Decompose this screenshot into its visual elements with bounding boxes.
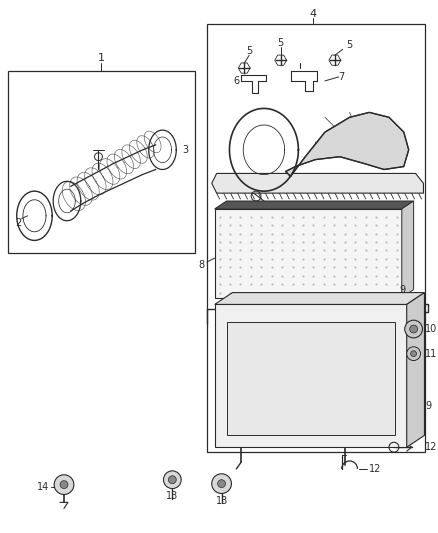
Polygon shape: [212, 173, 424, 193]
Polygon shape: [286, 112, 409, 176]
Polygon shape: [215, 293, 424, 304]
Circle shape: [54, 475, 74, 495]
Circle shape: [168, 476, 176, 483]
Text: 12: 12: [425, 442, 438, 452]
Circle shape: [407, 347, 420, 360]
Text: 1: 1: [98, 53, 105, 63]
Circle shape: [405, 320, 423, 338]
Circle shape: [163, 471, 181, 489]
Bar: [8, 71, 195, 253]
Polygon shape: [215, 201, 413, 209]
Text: 4: 4: [310, 9, 317, 19]
Text: 7: 7: [339, 72, 345, 82]
Polygon shape: [402, 201, 413, 297]
Text: 14: 14: [37, 482, 49, 491]
Text: 9: 9: [425, 401, 431, 411]
Bar: [215, 209, 402, 297]
Bar: [207, 24, 425, 452]
Text: 5: 5: [346, 41, 353, 51]
Circle shape: [218, 480, 226, 488]
Text: 5: 5: [278, 38, 284, 49]
Text: 2: 2: [15, 217, 21, 228]
Circle shape: [60, 481, 68, 489]
Text: 8: 8: [199, 260, 205, 270]
Text: 13: 13: [166, 491, 178, 502]
Circle shape: [410, 325, 417, 333]
Bar: [226, 322, 395, 435]
Bar: [215, 304, 407, 447]
Text: 9: 9: [399, 285, 406, 295]
Text: 3: 3: [182, 145, 188, 155]
Circle shape: [212, 474, 231, 494]
Text: 11: 11: [425, 349, 438, 359]
Text: 6: 6: [233, 76, 240, 86]
Polygon shape: [407, 293, 424, 447]
Text: 10: 10: [425, 324, 438, 334]
Circle shape: [411, 351, 417, 357]
Text: 13: 13: [215, 496, 228, 506]
Text: 5: 5: [246, 46, 252, 56]
Text: 12: 12: [369, 464, 381, 474]
